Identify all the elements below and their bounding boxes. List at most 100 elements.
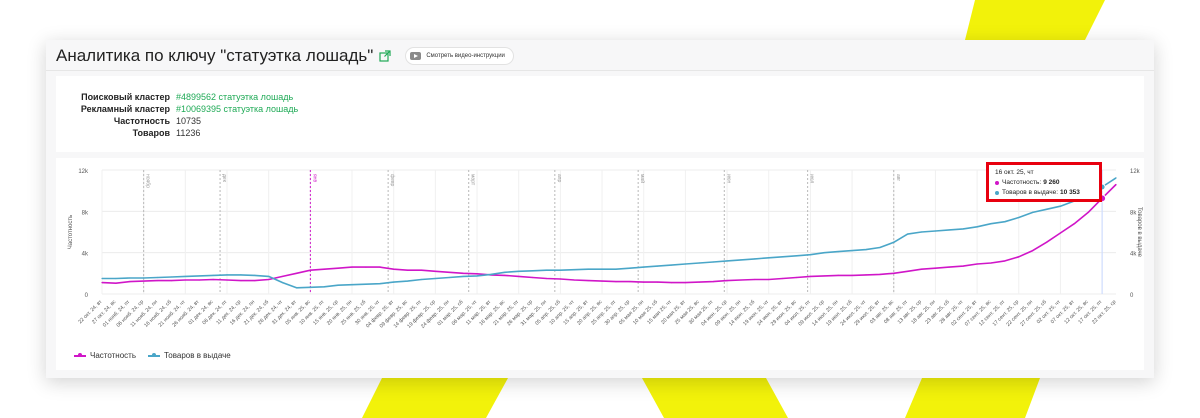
info-key: Частотность bbox=[113, 116, 170, 126]
data-point bbox=[601, 268, 603, 270]
data-point bbox=[351, 284, 353, 286]
data-point bbox=[365, 266, 367, 268]
data-point bbox=[406, 269, 409, 271]
chart-container: 0 0 4k 4k 8k 8k 12k 12k 22 окт. 24, вт 27 окт. 24… bbox=[56, 158, 1144, 370]
data-point bbox=[1059, 205, 1062, 207]
data-point bbox=[684, 263, 686, 265]
y-axis-right-title: Товаров в выдаче bbox=[1136, 207, 1142, 258]
products-line-icon bbox=[148, 353, 160, 357]
data-point bbox=[990, 223, 992, 225]
data-point bbox=[254, 279, 256, 282]
event-marker-label: июл bbox=[809, 174, 815, 183]
y-tick-right: 0 bbox=[1130, 293, 1134, 299]
analytics-card: Аналитика по ключу "статуэтка лошадь" См… bbox=[46, 40, 1154, 378]
data-point bbox=[601, 280, 603, 282]
data-point bbox=[782, 277, 784, 280]
data-point bbox=[809, 275, 812, 278]
data-point bbox=[726, 279, 728, 282]
data-point bbox=[851, 274, 853, 276]
products-dot-icon bbox=[995, 190, 999, 195]
data-point bbox=[907, 270, 909, 272]
ad-cluster-link[interactable]: #10069395 статуэтка лошадь bbox=[176, 104, 299, 114]
data-point bbox=[573, 279, 575, 281]
legend-label: Частотность bbox=[90, 351, 136, 360]
data-point bbox=[1045, 208, 1048, 210]
data-point bbox=[323, 268, 325, 270]
data-point bbox=[379, 283, 381, 285]
data-point bbox=[670, 264, 673, 266]
data-point bbox=[587, 279, 589, 282]
data-point bbox=[990, 262, 992, 264]
data-point bbox=[920, 231, 923, 233]
data-point bbox=[948, 266, 950, 268]
data-point bbox=[1004, 260, 1006, 262]
data-point bbox=[365, 283, 367, 285]
data-point bbox=[295, 272, 298, 274]
data-point bbox=[795, 276, 798, 279]
data-point bbox=[573, 269, 575, 271]
data-point bbox=[837, 274, 839, 276]
y-tick-right: 12k bbox=[1130, 169, 1141, 175]
data-point bbox=[184, 275, 186, 278]
data-point bbox=[240, 279, 242, 282]
y-tick-left: 4k bbox=[82, 252, 89, 258]
external-link-icon[interactable] bbox=[379, 50, 391, 62]
data-point bbox=[212, 278, 214, 281]
data-point bbox=[309, 269, 311, 271]
data-point bbox=[476, 275, 478, 277]
data-point bbox=[795, 255, 798, 257]
y-axis-left-title: Частотность bbox=[68, 215, 74, 250]
y-tick-right: 8k bbox=[1130, 210, 1137, 216]
data-point bbox=[170, 279, 173, 282]
data-point bbox=[212, 274, 214, 276]
tooltip-date: 16 окт. 25, чт bbox=[995, 169, 1034, 176]
legend-item-products[interactable]: Товаров в выдаче bbox=[148, 351, 231, 360]
data-point bbox=[962, 265, 964, 267]
data-point bbox=[879, 246, 881, 249]
header: Аналитика по ключу "статуэтка лошадь" См… bbox=[56, 46, 514, 66]
data-point bbox=[657, 281, 659, 283]
y-tick-right: 4k bbox=[1130, 252, 1137, 258]
frequency-dot-icon bbox=[995, 180, 999, 185]
event-marker-label: ноябр bbox=[145, 174, 151, 188]
legend-item-frequency[interactable]: Частотность bbox=[74, 351, 136, 360]
data-point bbox=[782, 256, 784, 258]
event-marker-label: дек bbox=[221, 174, 227, 183]
data-point bbox=[657, 265, 659, 267]
data-point bbox=[476, 273, 478, 275]
chart-legend: Частотность Товаров в выдаче bbox=[74, 351, 243, 360]
data-point bbox=[712, 261, 714, 263]
data-point bbox=[518, 275, 520, 278]
data-point bbox=[156, 276, 159, 279]
data-point bbox=[559, 278, 561, 280]
data-point bbox=[976, 263, 978, 265]
tooltip-freq-label: Частотность: bbox=[1002, 179, 1042, 186]
data-point bbox=[281, 275, 284, 278]
data-point bbox=[323, 286, 325, 288]
data-point bbox=[379, 266, 381, 268]
data-point bbox=[615, 281, 617, 283]
data-point bbox=[740, 279, 742, 281]
chart-tooltip: 16 окт. 25, чт Частотность: 9 260 Товаро… bbox=[986, 162, 1102, 202]
search-cluster-link[interactable]: #4899562 статуэтка лошадь bbox=[176, 92, 294, 102]
data-point bbox=[754, 278, 756, 281]
data-point bbox=[143, 277, 145, 279]
data-point bbox=[893, 272, 895, 274]
data-point bbox=[837, 251, 839, 253]
data-point bbox=[1018, 256, 1020, 258]
divider bbox=[46, 70, 1154, 71]
data-point bbox=[393, 268, 395, 270]
data-point bbox=[629, 281, 631, 283]
data-point bbox=[865, 248, 867, 251]
data-point bbox=[643, 281, 645, 283]
event-marker-label: авг bbox=[895, 174, 901, 181]
data-point bbox=[504, 274, 506, 276]
data-point bbox=[768, 278, 770, 281]
data-point bbox=[670, 282, 673, 284]
data-point bbox=[295, 287, 298, 289]
data-point bbox=[504, 271, 506, 273]
data-point bbox=[726, 260, 728, 262]
video-instructions-button[interactable]: Смотреть видео-инструкции bbox=[405, 47, 514, 65]
data-point bbox=[1018, 216, 1020, 219]
